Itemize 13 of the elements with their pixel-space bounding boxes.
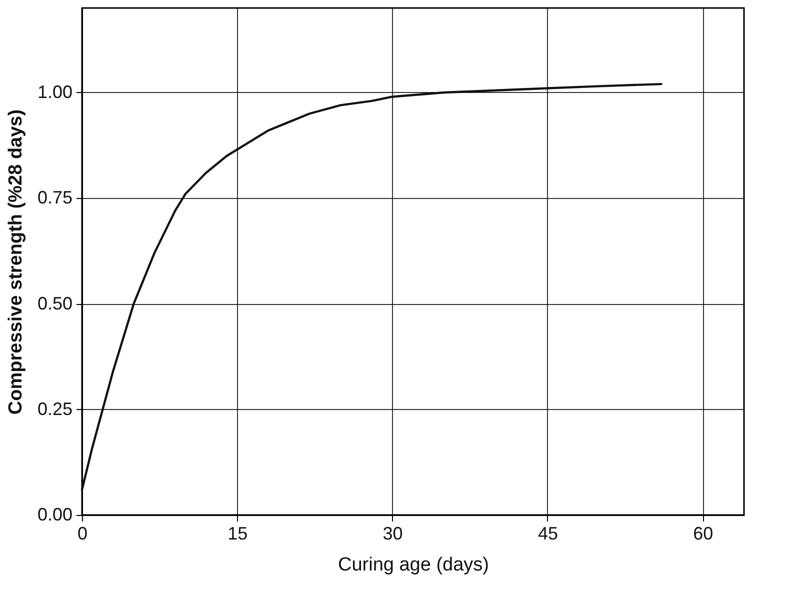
x-axis-title: Curing age (days) [338, 554, 490, 576]
x-tick-label: 15 [228, 524, 248, 544]
y-tick-label: 1.00 [37, 82, 72, 102]
y-tick-label: 0.00 [37, 504, 72, 524]
x-tick-label: 45 [538, 524, 558, 544]
x-tick-label: 30 [382, 524, 403, 544]
x-tick-label: 60 [693, 524, 714, 544]
x-tick-label: 0 [77, 524, 88, 544]
y-tick-label: 0.75 [37, 188, 72, 208]
y-axis-title: Compressive strength (%28 days) [5, 109, 26, 415]
y-tick-label: 0.50 [37, 293, 72, 314]
y-tick-label: 0.25 [37, 398, 72, 419]
line-series [80, 82, 662, 491]
